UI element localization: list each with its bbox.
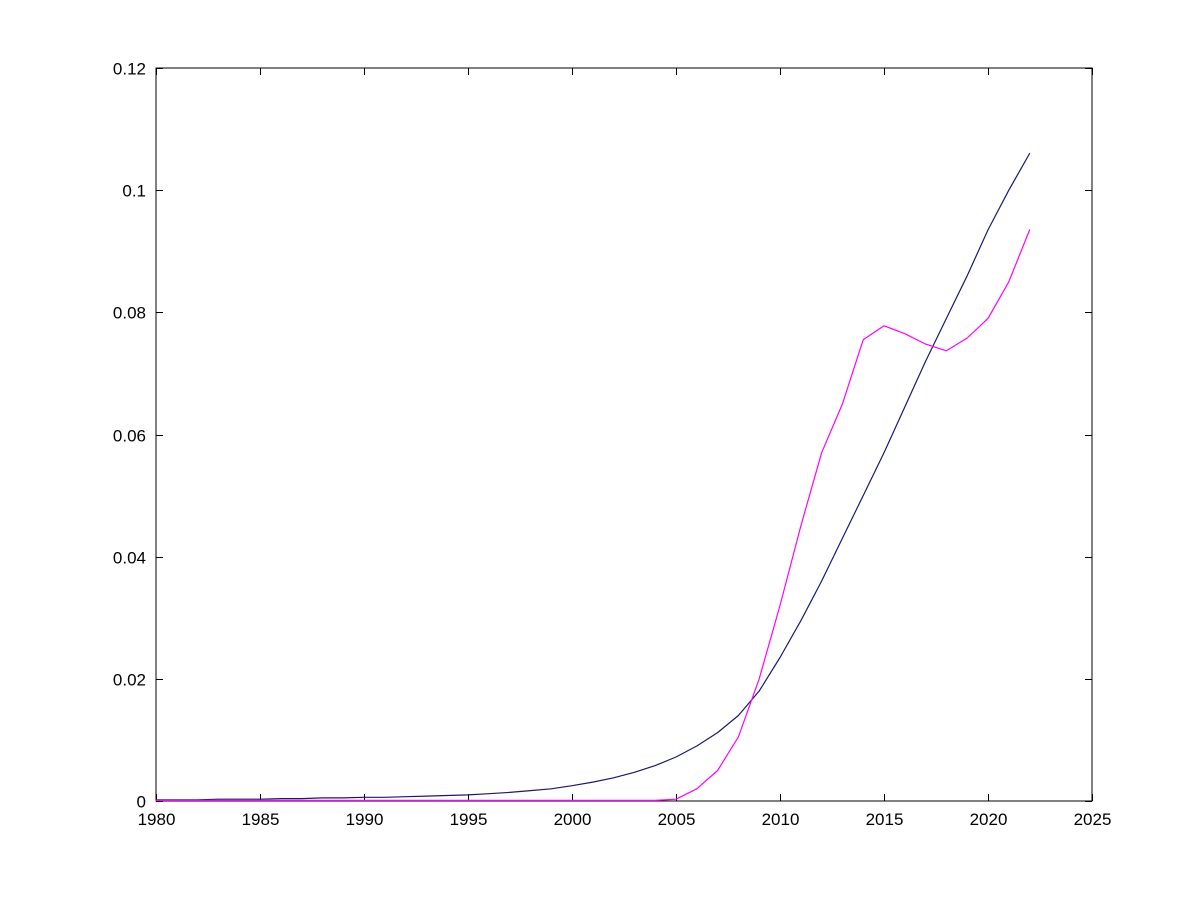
x-axis-tick-label: 2015: [866, 810, 904, 829]
x-axis-tick-label: 2025: [1074, 810, 1112, 829]
x-axis-tick-label: 1990: [346, 810, 384, 829]
x-axis-tick-label: 1985: [242, 810, 280, 829]
x-axis-tick-label: 2020: [970, 810, 1008, 829]
y-axis-tick-label: 0.08: [113, 304, 146, 323]
y-axis-tick-label: 0.1: [122, 182, 146, 201]
x-axis-tick-label: 1980: [138, 810, 176, 829]
axes-box: [155, 67, 1093, 802]
x-axis-tick-label: 2000: [554, 810, 592, 829]
x-axis-tick-label: 2010: [762, 810, 800, 829]
dark-blue-line: [155, 152, 1031, 801]
y-axis-tick-label: 0.02: [113, 671, 146, 690]
magenta-line: [155, 229, 1031, 802]
y-axis-tick-label: 0.12: [113, 60, 146, 79]
x-axis-tick-label: 1995: [450, 810, 488, 829]
x-axis-tick-label: 2005: [658, 810, 696, 829]
y-axis-tick-label: 0.04: [113, 549, 146, 568]
y-axis-tick-label: 0: [137, 793, 146, 812]
y-axis-tick-label: 0.06: [113, 427, 146, 446]
